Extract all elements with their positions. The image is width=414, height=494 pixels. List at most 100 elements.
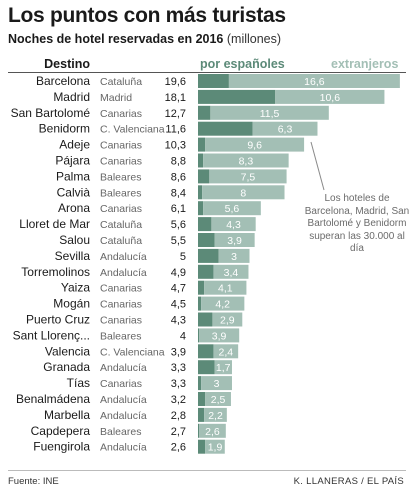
destination-label-t-as: Tías <box>67 376 90 390</box>
credit-note: K. LLANERAS / EL PAÍS <box>293 476 404 487</box>
destination-label-torremolinos: Torremolinos <box>21 265 90 279</box>
destination-label-mog-n: Mogán <box>53 297 90 311</box>
chart-subtitle: Noches de hotel reservadas en 2016 (mill… <box>8 32 281 46</box>
bar-foreign-granada <box>214 360 232 375</box>
foreign-value-puerto-cruz: 2,9 <box>220 314 235 326</box>
bar-foreign-calvi <box>202 185 285 200</box>
bar-spanish-puerto-cruz <box>198 312 213 327</box>
bar-foreign-t-as <box>201 376 232 391</box>
total-label-madrid: 18,1 <box>165 92 186 104</box>
bar-spanish-torremolinos <box>198 264 214 279</box>
bar-spanish-san-bartolom <box>198 105 211 120</box>
region-label-barcelona: Cataluña <box>100 76 142 88</box>
bar-foreign-yaiza <box>204 280 247 295</box>
bar-foreign-sant-lloren <box>199 328 240 343</box>
total-label-capdepera: 2,7 <box>171 426 186 438</box>
bar-foreign-sevilla <box>218 248 250 263</box>
bar-foreign-valencia <box>213 344 239 359</box>
chart-title: Los puntos con más turistas <box>8 4 286 27</box>
total-label-barcelona: 19,6 <box>165 76 186 88</box>
total-label-palma: 8,6 <box>171 171 186 183</box>
foreign-value-sevilla: 3 <box>231 251 237 263</box>
bar-spanish-palma <box>198 169 210 184</box>
region-label-arona: Canarias <box>100 203 142 215</box>
bar-spanish-calvi <box>198 185 203 200</box>
foreign-value-adeje: 9,6 <box>247 140 262 152</box>
total-label-adeje: 10,3 <box>165 140 186 152</box>
legend-foreign: extranjeros <box>331 57 399 71</box>
bar-spanish-capdepera <box>198 423 200 438</box>
foreign-value-p-jara: 8,3 <box>239 155 254 167</box>
region-label-puerto-cruz: Canarias <box>100 314 142 326</box>
total-label-benalm-dena: 3,2 <box>171 394 186 406</box>
total-label-san-bartolom: 12,7 <box>165 108 186 120</box>
bar-spanish-barcelona <box>198 74 229 88</box>
bar-spanish-arona <box>198 201 204 216</box>
destination-label-san-bartolom: San Bartolomé <box>11 106 91 120</box>
total-label-sant-lloren: 4 <box>180 330 186 342</box>
foreign-value-granada: 1,7 <box>216 362 231 374</box>
region-label-benalm-dena: Andalucía <box>100 394 147 406</box>
legend-spanish: por españoles <box>200 57 285 71</box>
total-label-salou: 5,5 <box>171 235 186 247</box>
total-label-lloret-de-mar: 5,6 <box>171 219 186 231</box>
destination-label-arona: Arona <box>58 201 90 215</box>
bar-spanish-t-as <box>198 376 202 391</box>
bar-spanish-fuengirola <box>198 439 206 454</box>
total-label-calvi: 8,4 <box>171 187 186 199</box>
destination-label-benalm-dena: Benalmádena <box>16 392 90 406</box>
total-label-p-jara: 8,8 <box>171 155 186 167</box>
total-label-torremolinos: 4,9 <box>171 267 186 279</box>
bar-foreign-capdepera <box>199 423 226 438</box>
region-label-palma: Baleares <box>100 171 141 183</box>
region-label-granada: Andalucía <box>100 362 147 374</box>
foreign-value-fuengirola: 1,9 <box>208 442 223 454</box>
bar-spanish-benidorm <box>198 121 253 136</box>
region-label-capdepera: Baleares <box>100 426 141 438</box>
region-label-salou: Cataluña <box>100 235 142 247</box>
region-label-san-bartolom: Canarias <box>100 108 142 120</box>
bar-foreign-arona <box>203 201 261 216</box>
total-label-granada: 3,3 <box>171 362 186 374</box>
region-label-sant-lloren: Baleares <box>100 330 141 342</box>
bar-foreign-palma <box>209 169 287 184</box>
foreign-value-yaiza: 4,1 <box>218 283 233 295</box>
bar-spanish-valencia <box>198 344 214 359</box>
destination-label-p-jara: Pájara <box>55 153 90 167</box>
foreign-value-t-as: 3 <box>214 378 220 390</box>
region-label-benidorm: C. Valenciana <box>100 124 165 136</box>
bar-foreign-puerto-cruz <box>212 312 243 327</box>
total-label-valencia: 3,9 <box>171 346 186 358</box>
bar-spanish-salou <box>198 233 215 247</box>
annotation-leader-line <box>310 141 325 191</box>
destination-label-palma: Palma <box>56 169 90 183</box>
bar-foreign-marbella <box>204 407 227 422</box>
destination-label-fuengirola: Fuengirola <box>33 440 90 454</box>
region-label-lloret-de-mar: Cataluña <box>100 219 142 231</box>
destination-label-benidorm: Benidorm <box>39 122 90 136</box>
destination-label-puerto-cruz: Puerto Cruz <box>26 312 90 326</box>
destination-label-calvi: Calvià <box>57 185 91 199</box>
foreign-value-arona: 5,6 <box>225 203 240 215</box>
foreign-value-calvi: 8 <box>240 187 246 199</box>
bar-spanish-adeje <box>198 137 206 152</box>
foreign-value-lloret-de-mar: 4,3 <box>226 219 241 231</box>
bar-foreign-torremolinos <box>213 264 249 279</box>
bar-foreign-madrid <box>275 89 385 104</box>
foreign-value-san-bartolom: 11,5 <box>260 108 280 120</box>
total-label-puerto-cruz: 4,3 <box>171 314 186 326</box>
annotation-note: Los hoteles de Barcelona, Madrid, San Ba… <box>304 193 410 254</box>
destination-label-yaiza: Yaiza <box>61 281 90 295</box>
region-label-fuengirola: Andalucía <box>100 442 147 454</box>
foreign-value-marbella: 2,2 <box>208 410 223 422</box>
bar-foreign-salou <box>214 233 255 247</box>
foreign-value-capdepera: 2,6 <box>205 426 220 438</box>
total-label-t-as: 3,3 <box>171 378 186 390</box>
foreign-value-torremolinos: 3,4 <box>224 267 239 279</box>
region-label-t-as: Canarias <box>100 378 142 390</box>
bar-foreign-mog-n <box>201 296 245 311</box>
region-label-mog-n: Canarias <box>100 299 142 311</box>
source-note: Fuente: INE <box>8 476 59 487</box>
bar-spanish-mog-n <box>198 296 202 311</box>
